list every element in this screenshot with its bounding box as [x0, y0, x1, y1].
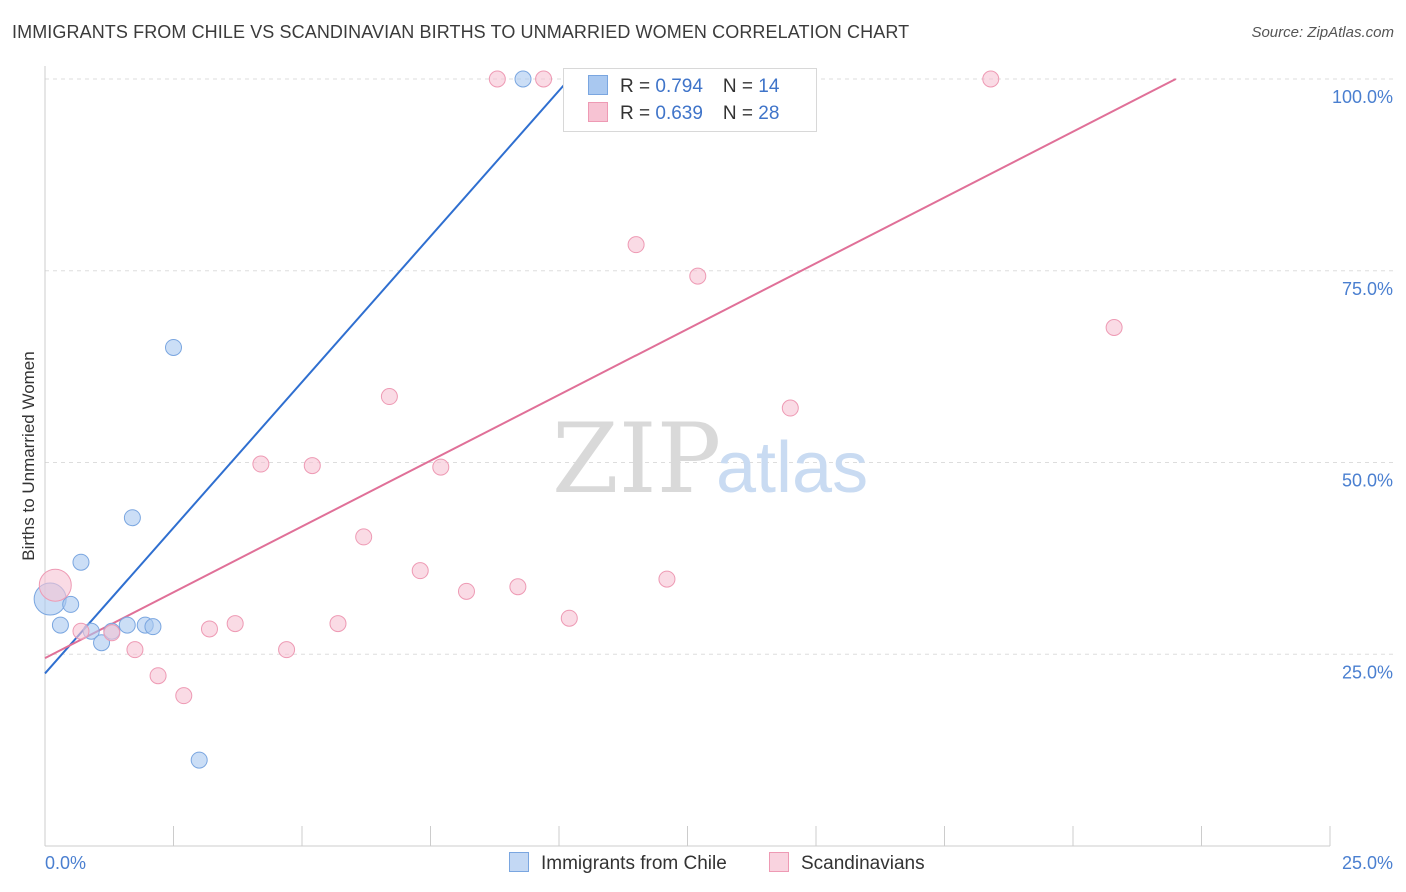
- point-chile: [165, 338, 182, 356]
- trend-line-scandinavian: [44, 78, 1177, 659]
- data-points: [33, 70, 1123, 769]
- point-scandinavian: [509, 578, 527, 596]
- bottom-legend-swatch-blue: [509, 852, 529, 872]
- point-scandinavian: [38, 568, 72, 602]
- point-scandinavian: [329, 615, 347, 633]
- point-scandinavian: [781, 399, 799, 417]
- source-note: Source: ZipAtlas.com: [1251, 24, 1394, 41]
- point-scandinavian: [560, 609, 578, 627]
- point-chile: [118, 616, 136, 634]
- legend-row-scandinavians: R = 0.639 N = 28: [588, 102, 779, 126]
- point-chile: [123, 509, 141, 527]
- y-tick-label: 25.0%: [1342, 662, 1393, 682]
- point-scandinavian: [658, 570, 676, 588]
- point-scandinavian: [380, 388, 398, 406]
- y-axis-label: Births to Unmarried Women: [19, 351, 38, 560]
- point-scandinavian: [226, 615, 244, 633]
- point-scandinavian: [303, 457, 321, 475]
- x-tick-label: 25.0%: [1342, 853, 1393, 873]
- point-chile: [190, 751, 208, 769]
- watermark-zip: ZIP: [552, 403, 721, 515]
- bottom-legend-scandinavians: Scandinavians: [769, 852, 925, 875]
- legend-n-value: 28: [758, 103, 780, 124]
- legend-n-label: N =: [722, 103, 759, 124]
- point-scandinavian: [252, 455, 270, 473]
- bottom-legend-swatch-pink: [769, 852, 789, 872]
- correlation-legend: R = 0.794 N = 14 R = 0.639 N = 28: [563, 68, 817, 132]
- point-scandinavian: [175, 687, 193, 705]
- tick-labels: 25.0% 50.0% 75.0% 100.0% 0.0% 25.0%: [45, 87, 1393, 873]
- point-scandinavian: [278, 641, 296, 659]
- point-scandinavian: [627, 236, 645, 254]
- point-scandinavian: [72, 622, 90, 640]
- legend-r-value: 0.794: [655, 76, 703, 97]
- legend-row-chile: R = 0.794 N = 14: [588, 75, 779, 99]
- grid-lines: [45, 78, 1394, 655]
- point-chile: [144, 618, 162, 636]
- legend-r-value: 0.639: [655, 103, 703, 124]
- legend-r-label: R =: [620, 103, 656, 124]
- point-scandinavian: [355, 528, 373, 546]
- point-scandinavian: [103, 624, 121, 642]
- bottom-legend-label: Scandinavians: [801, 853, 925, 874]
- trend-line-chile: [44, 78, 571, 675]
- point-scandinavian: [432, 458, 450, 476]
- point-chile: [72, 553, 90, 571]
- point-chile: [51, 616, 69, 634]
- legend-r-label: R =: [620, 76, 656, 97]
- point-scandinavian: [149, 667, 167, 685]
- point-scandinavian: [200, 620, 218, 638]
- point-scandinavian: [535, 70, 553, 88]
- point-scandinavian: [982, 70, 1000, 88]
- bottom-legend-label: Immigrants from Chile: [541, 853, 727, 874]
- point-scandinavian: [457, 582, 475, 600]
- y-tick-label: 75.0%: [1342, 279, 1393, 299]
- trend-lines: [44, 78, 1177, 675]
- point-chile: [93, 634, 111, 652]
- point-scandinavian: [126, 641, 144, 659]
- bottom-legend-chile: Immigrants from Chile: [509, 852, 727, 875]
- legend-n-value: 14: [758, 76, 780, 97]
- point-chile: [514, 70, 532, 88]
- point-scandinavian: [411, 562, 429, 580]
- x-tick-label: 0.0%: [45, 853, 86, 873]
- legend-swatch-blue: [588, 75, 608, 95]
- chart-title: IMMIGRANTS FROM CHILE VS SCANDINAVIAN BI…: [12, 22, 910, 42]
- legend-swatch-pink: [588, 102, 608, 122]
- point-chile: [62, 595, 80, 613]
- watermark-atlas: atlas: [716, 428, 868, 508]
- legend-n-label: N =: [722, 76, 759, 97]
- point-scandinavian: [689, 267, 707, 285]
- axes: [44, 66, 1331, 847]
- point-scandinavian: [1105, 319, 1123, 337]
- point-scandinavian: [488, 70, 506, 88]
- y-tick-label: 100.0%: [1332, 87, 1393, 107]
- y-tick-label: 50.0%: [1342, 471, 1393, 491]
